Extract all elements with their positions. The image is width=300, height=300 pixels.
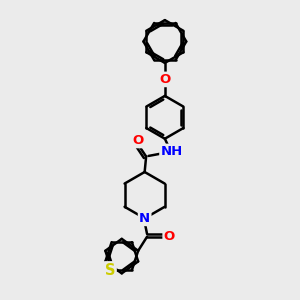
Text: O: O (159, 73, 170, 86)
Text: O: O (132, 134, 143, 147)
Text: N: N (139, 212, 150, 225)
Bar (99, 233, 145, 279)
Text: S: S (105, 262, 116, 278)
Text: O: O (164, 230, 175, 243)
Text: NH: NH (160, 145, 182, 158)
